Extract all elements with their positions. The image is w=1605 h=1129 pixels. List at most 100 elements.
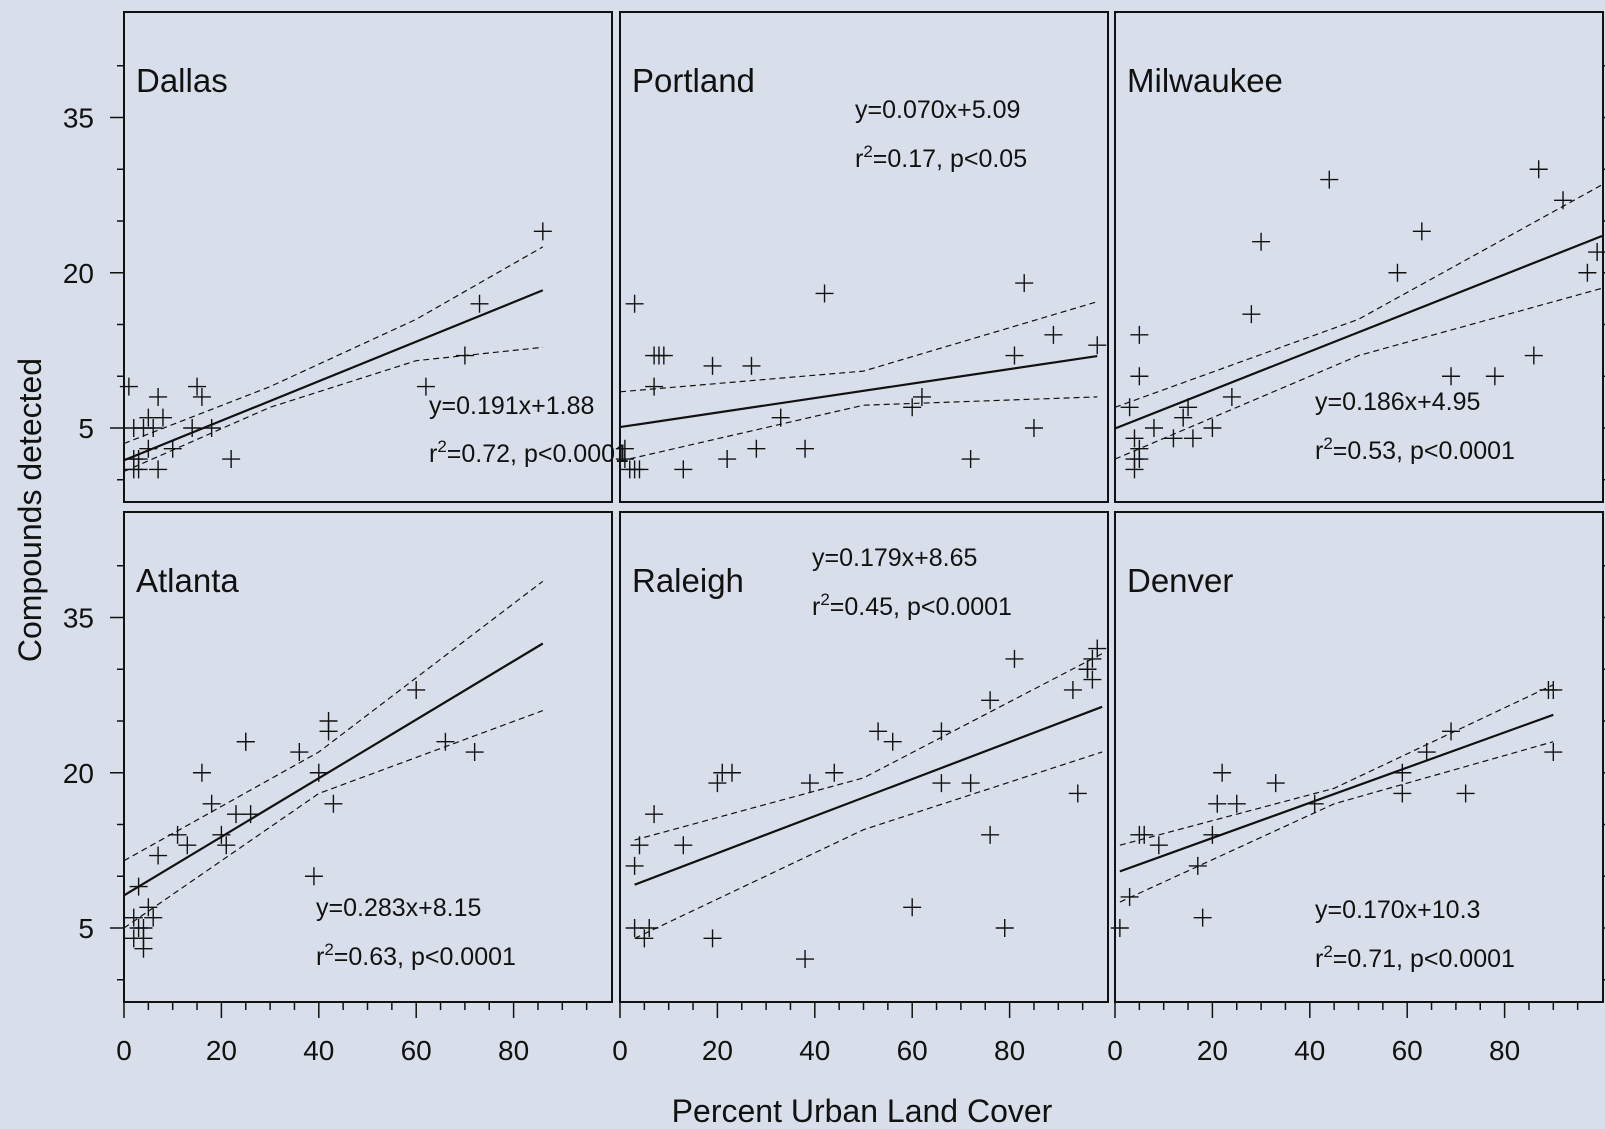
data-point: [1412, 222, 1431, 241]
regression-line: [1119, 713, 1554, 873]
data-point: [1088, 336, 1107, 355]
r2-label: r2=0.63, p<0.0001: [316, 940, 516, 971]
equation-label: y=0.179x+8.65: [812, 544, 977, 572]
upper-confidence-band: [123, 580, 544, 862]
data-point: [1083, 649, 1102, 668]
x-tick-label: 40: [303, 1035, 334, 1066]
equation-label: y=0.070x+5.09: [855, 96, 1020, 124]
data-point: [144, 419, 163, 437]
x-tick-label: 60: [897, 1035, 928, 1066]
r2-label: r2=0.45, p<0.0001: [812, 590, 1012, 621]
data-point: [241, 805, 260, 824]
data-point: [1125, 460, 1144, 479]
x-tick-label: 60: [401, 1035, 432, 1066]
data-point: [1135, 825, 1154, 844]
regression-line: [619, 354, 1098, 429]
panel-milwaukee: Milwaukee y=0.186x+4.95 r2=0.53, p<0.0001: [1114, 11, 1605, 503]
data-point: [615, 450, 634, 469]
data-point: [1203, 419, 1222, 437]
data-point: [1164, 429, 1183, 448]
data-point: [119, 377, 138, 396]
data-point: [1015, 274, 1034, 293]
data-point: [202, 794, 221, 813]
data-point: [796, 439, 815, 458]
panel-portland: Portland y=0.070x+5.09 r2=0.17, p<0.05: [615, 11, 1109, 503]
y-tick-label: 20: [63, 258, 94, 289]
data-point: [635, 929, 654, 948]
data-point: [1485, 367, 1504, 386]
data-point: [1222, 387, 1241, 406]
data-point: [630, 460, 649, 479]
data-point: [222, 450, 241, 469]
data-point: [309, 763, 328, 782]
data-point: [470, 294, 489, 313]
data-point: [708, 774, 727, 793]
panel-title: Dallas: [136, 62, 228, 99]
regression-line: [123, 642, 544, 897]
data-point: [144, 908, 163, 927]
data-point: [1544, 680, 1563, 699]
data-point: [903, 898, 922, 917]
data-point: [1005, 346, 1024, 365]
data-point: [163, 439, 182, 458]
x-tick-label: 40: [799, 1035, 830, 1066]
data-point: [1203, 825, 1222, 844]
data-point: [981, 825, 1000, 844]
data-point: [236, 732, 255, 751]
data-point: [869, 722, 888, 741]
panel-dallas: Dallas y=0.191x+1.88 r2=0.72, p<0.0001: [119, 11, 629, 503]
data-point: [149, 846, 168, 865]
data-point: [192, 763, 211, 782]
data-point: [742, 356, 761, 375]
data-point: [1044, 325, 1063, 344]
data-point: [149, 460, 168, 479]
lower-confidence-band: [1114, 287, 1603, 460]
data-point: [625, 856, 644, 875]
lower-confidence-band: [123, 710, 544, 929]
data-point: [703, 929, 722, 948]
data-point: [1088, 639, 1107, 658]
regression-line: [123, 289, 544, 462]
data-point: [796, 950, 815, 969]
data-point: [1024, 419, 1043, 437]
upper-confidence-band: [123, 246, 544, 445]
r2-label: r2=0.53, p<0.0001: [1315, 434, 1515, 465]
data-point: [129, 877, 148, 896]
equation-label: y=0.170x+10.3: [1315, 896, 1480, 924]
data-point: [1242, 305, 1261, 324]
data-point: [645, 805, 664, 824]
regression-line: [634, 705, 1103, 886]
data-point: [324, 794, 343, 813]
data-point: [178, 836, 197, 855]
x-tick-label: 60: [1392, 1035, 1423, 1066]
data-point: [674, 836, 693, 855]
data-point: [149, 387, 168, 406]
x-tick-label: 80: [498, 1035, 529, 1066]
data-point: [1544, 743, 1563, 762]
data-point: [129, 460, 148, 479]
data-point: [903, 398, 922, 417]
data-point: [1524, 346, 1543, 365]
panel-frame: [123, 11, 613, 503]
x-tick-label: 20: [702, 1035, 733, 1066]
y-tick-label: 20: [63, 758, 94, 789]
data-point: [1149, 836, 1168, 855]
y-tick-label: 5: [78, 913, 94, 944]
data-point: [183, 419, 202, 437]
data-point: [407, 680, 426, 699]
data-point: [800, 774, 819, 793]
data-point: [1320, 170, 1339, 189]
panel-atlanta: Atlanta y=0.283x+8.15 r2=0.63, p<0.0001: [123, 511, 613, 1003]
axes-group: 5 20 35 5 20 35 0 20 40 60 80 0 20 40 60 80 0 20 40 60 80: [63, 65, 1605, 1066]
x-tick-label: 80: [1489, 1035, 1520, 1066]
data-point: [1130, 367, 1149, 386]
data-point: [1174, 408, 1193, 427]
data-point: [1266, 774, 1285, 793]
data-point: [1188, 856, 1207, 875]
data-point: [1183, 429, 1202, 448]
data-point: [1442, 722, 1461, 741]
data-point: [723, 763, 742, 782]
y-tick-label: 35: [63, 603, 94, 634]
lower-confidence-band: [1119, 741, 1554, 903]
